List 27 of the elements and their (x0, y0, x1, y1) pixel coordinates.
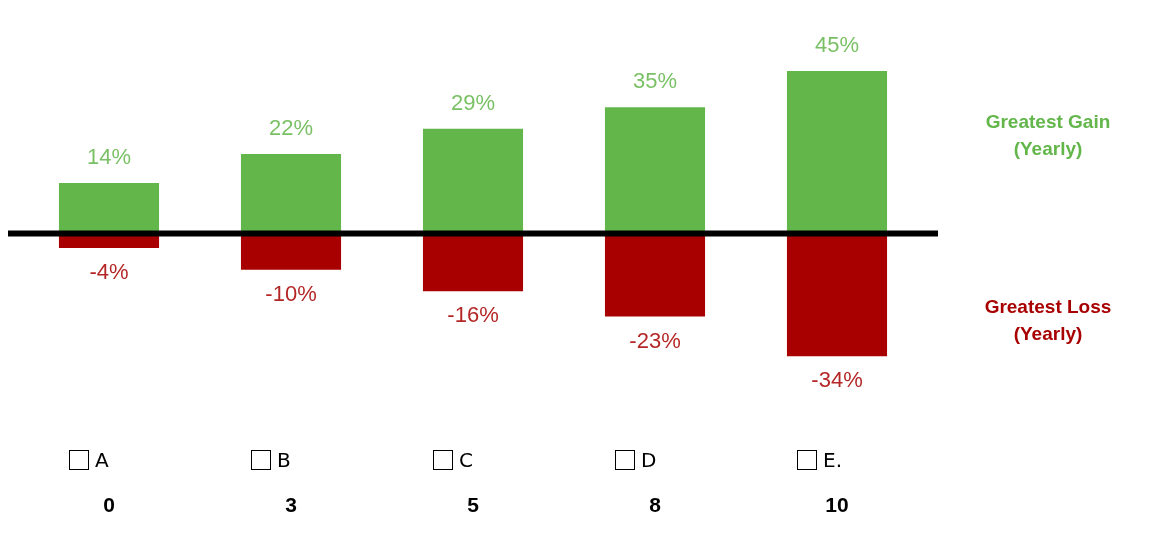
data-label: -34% (811, 367, 863, 393)
bar (58, 183, 160, 234)
bar (786, 71, 888, 234)
bar (604, 107, 706, 234)
data-label: 45% (814, 32, 860, 58)
data-label: -16% (447, 302, 499, 328)
data-label: 29% (450, 89, 496, 115)
bar (422, 128, 524, 234)
x-tick-label: D (641, 448, 657, 472)
text: 10 (824, 493, 850, 517)
text: 0 (102, 493, 116, 517)
text: 3 (284, 493, 298, 517)
data-label: -10% (265, 280, 317, 306)
bar (240, 154, 342, 234)
data-label: 14% (86, 144, 132, 170)
data-label: -4% (89, 259, 129, 285)
data-label: 35% (632, 68, 678, 94)
x-tick-label: E. (823, 448, 842, 472)
text: 5 (466, 493, 480, 517)
x-tick-label: A (95, 448, 109, 472)
x-tick-label: B (277, 448, 291, 472)
text: Greatest Loss (Yearly) (983, 295, 1113, 346)
data-label: 22% (268, 115, 314, 141)
text: 8 (648, 493, 662, 517)
x-tick-label: C (459, 448, 473, 472)
text: Greatest Gain (Yearly) (984, 110, 1112, 161)
data-label: -23% (629, 327, 681, 353)
